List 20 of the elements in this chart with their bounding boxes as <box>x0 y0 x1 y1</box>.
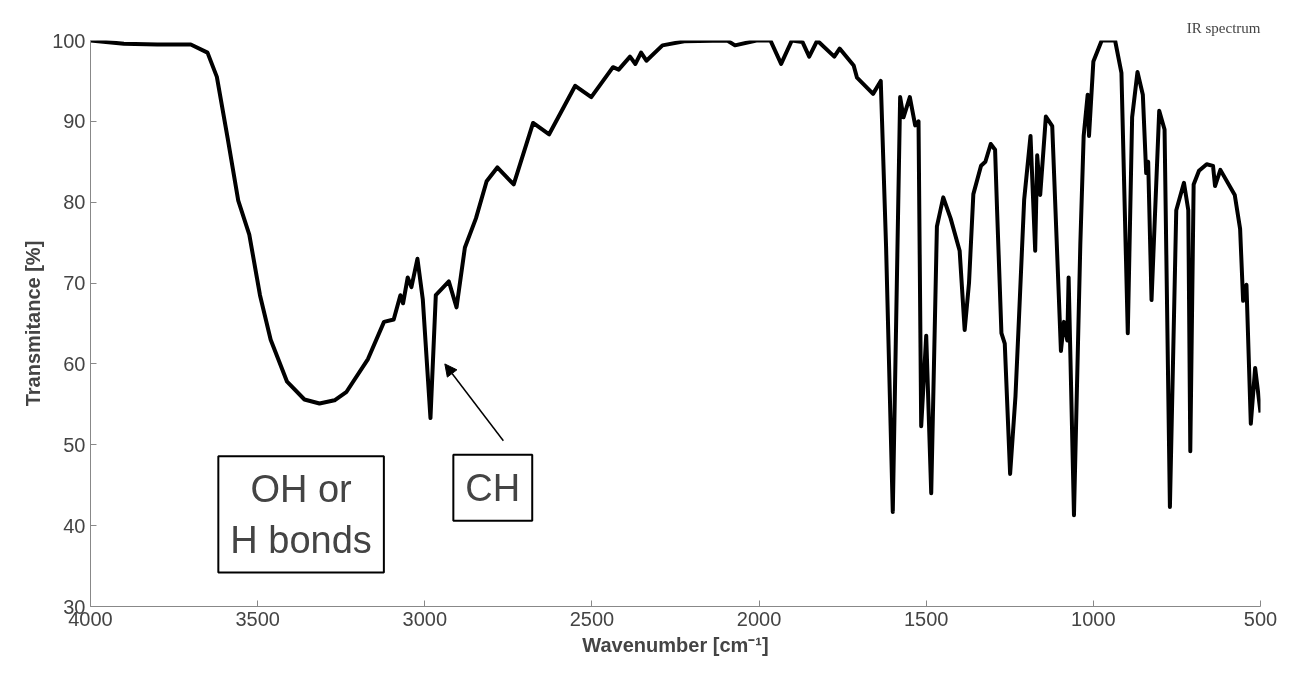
x-tick-label: 3000 <box>402 607 448 630</box>
y-axis-title: Transmitance [%] <box>22 240 45 407</box>
y-tick-label: 100 <box>52 29 86 52</box>
y-tick-label: 50 <box>63 433 86 456</box>
chart-title: IR spectrum <box>1186 19 1261 36</box>
y-tick-label: 90 <box>63 110 86 133</box>
y-tick-label: 40 <box>63 514 86 537</box>
annotation: CH <box>465 466 521 509</box>
x-tick-label: 1500 <box>903 607 949 630</box>
annotation: OH or H bonds <box>230 468 372 561</box>
line-series <box>90 40 1261 518</box>
x-tick-label: 2500 <box>569 607 615 630</box>
x-tick-label: 3500 <box>235 607 280 630</box>
x-tick-label: 500 <box>1243 607 1278 630</box>
x-axis-title: Wavenumber [cm⁻¹] <box>582 633 769 656</box>
y-tick-label: 80 <box>63 191 86 214</box>
y-tick-label: 70 <box>63 272 86 295</box>
x-tick-label: 2000 <box>736 607 782 630</box>
x-tick-label: 1000 <box>1071 607 1116 630</box>
y-tick-label: 60 <box>63 352 86 375</box>
